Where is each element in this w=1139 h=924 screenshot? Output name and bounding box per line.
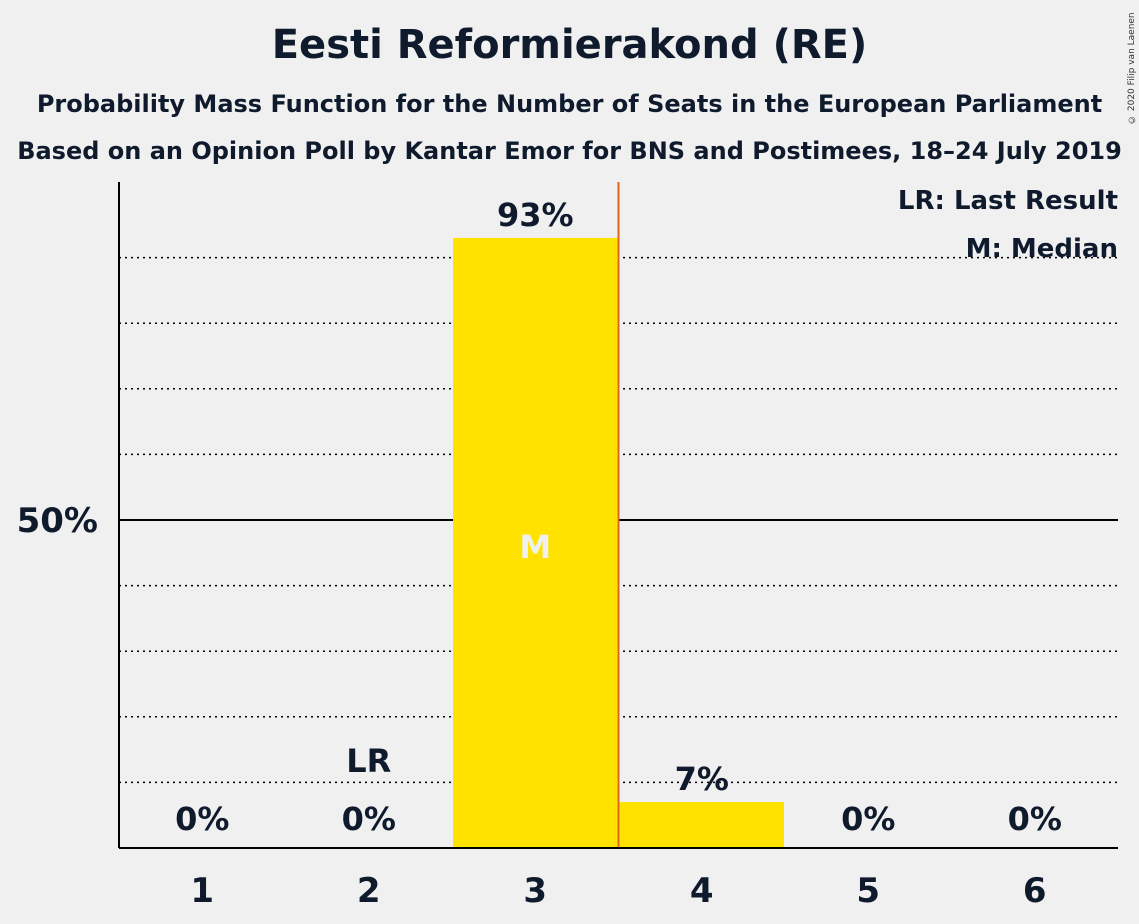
last-result-marker: LR xyxy=(346,742,391,780)
axes: 1 2 3 4 5 6 50% xyxy=(17,182,1118,911)
value-label-5: 0% xyxy=(841,800,895,838)
legend-last-result: LR: Last Result xyxy=(898,186,1118,216)
x-tick-label-2: 2 xyxy=(357,871,381,911)
value-label-1: 0% xyxy=(175,800,229,838)
value-label-4: 7% xyxy=(675,760,729,798)
bar-3 xyxy=(453,237,618,849)
y-tick-label-50: 50% xyxy=(17,501,98,541)
median-marker: M xyxy=(519,528,551,566)
bar-4 xyxy=(619,802,784,848)
chart-subtitle: Probability Mass Function for the Number… xyxy=(36,90,1103,118)
value-label-3: 93% xyxy=(497,196,574,234)
value-labels: 0% 0% 93% 7% 0% 0% xyxy=(175,196,1062,838)
x-tick-label-4: 4 xyxy=(690,871,714,911)
x-tick-label-3: 3 xyxy=(523,871,547,911)
value-label-2: 0% xyxy=(342,800,396,838)
x-tick-label-1: 1 xyxy=(190,871,214,911)
markers: LR M xyxy=(346,182,620,848)
chart-subtitle-poll: Based on an Opinion Poll by Kantar Emor … xyxy=(17,137,1122,165)
legend-median: M: Median xyxy=(966,234,1118,264)
x-tick-label-5: 5 xyxy=(856,871,880,911)
x-tick-label-6: 6 xyxy=(1023,871,1047,911)
chart-title: Eesti Reformierakond (RE) xyxy=(271,22,868,68)
value-label-6: 0% xyxy=(1008,800,1062,838)
bars xyxy=(453,237,784,849)
